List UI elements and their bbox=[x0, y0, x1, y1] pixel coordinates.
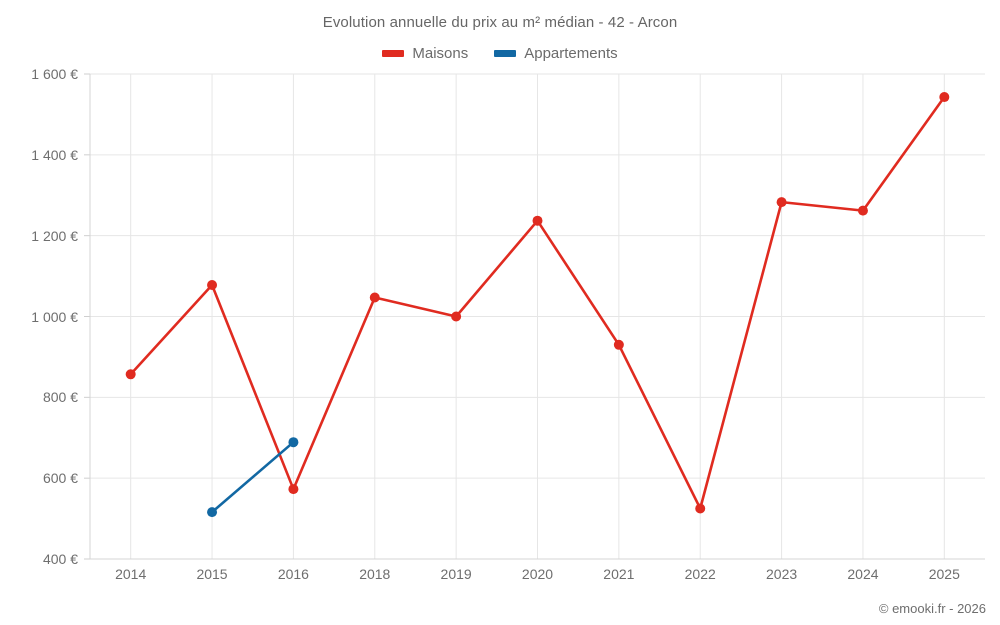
x-axis-tick-label: 2018 bbox=[359, 566, 391, 582]
data-point-marker[interactable] bbox=[613, 339, 624, 350]
data-point-marker[interactable] bbox=[451, 311, 462, 322]
y-axis-tick-label: 1 200 € bbox=[31, 227, 78, 244]
chart-gridlines bbox=[84, 73, 985, 560]
x-axis-tick-label: 2015 bbox=[196, 566, 228, 582]
data-point-marker[interactable] bbox=[288, 437, 299, 448]
x-axis-tick-label: 2016 bbox=[277, 566, 309, 582]
copyright-credit: © emooki.fr - 2026 bbox=[878, 601, 986, 616]
legend-item-maisons[interactable]: Maisons bbox=[382, 45, 468, 62]
x-axis-tick-label: 2021 bbox=[603, 566, 635, 582]
data-point-marker[interactable] bbox=[125, 369, 136, 380]
x-axis-tick-label: 2022 bbox=[684, 566, 716, 582]
x-axis-tick-label: 2023 bbox=[766, 566, 798, 582]
y-axis-tick-label: 1 600 € bbox=[31, 66, 78, 82]
legend-label-appartements: Appartements bbox=[524, 45, 618, 62]
page-title: Evolution annuelle du prix au m² médian … bbox=[322, 14, 678, 31]
y-axis-tick-label: 400 € bbox=[42, 551, 78, 567]
chart-series-points bbox=[125, 92, 950, 518]
y-axis-tick-label: 800 € bbox=[42, 389, 78, 406]
data-point-marker[interactable] bbox=[939, 92, 950, 103]
legend-item-appartements[interactable]: Appartements bbox=[494, 45, 618, 62]
x-axis-tick-label: 2020 bbox=[521, 566, 554, 582]
x-axis-tick-label: 2024 bbox=[847, 566, 879, 582]
x-axis-tick-label: 2014 bbox=[115, 566, 147, 582]
data-point-marker[interactable] bbox=[207, 507, 218, 518]
x-axis-tick-label: 2019 bbox=[440, 566, 472, 582]
y-axis-tick-label: 1 000 € bbox=[31, 308, 78, 325]
data-point-marker[interactable] bbox=[857, 205, 868, 216]
x-axis-tick-label: 2025 bbox=[928, 566, 960, 582]
data-point-marker[interactable] bbox=[532, 215, 543, 226]
data-point-marker[interactable] bbox=[369, 292, 380, 303]
y-axis-tick-label: 1 400 € bbox=[31, 146, 78, 163]
legend-swatch-maisons bbox=[382, 50, 405, 57]
series-line-appartements bbox=[210, 440, 295, 514]
chart-legend: Maisons Appartements bbox=[0, 45, 1000, 62]
legend-label-maisons: Maisons bbox=[412, 45, 469, 62]
data-point-marker[interactable] bbox=[776, 197, 787, 208]
chart-axis-lines bbox=[89, 74, 985, 560]
data-point-marker[interactable] bbox=[207, 279, 218, 290]
data-point-marker[interactable] bbox=[695, 503, 706, 514]
legend-swatch-appartements bbox=[494, 50, 517, 57]
data-point-marker[interactable] bbox=[288, 484, 299, 495]
y-axis-tick-label: 600 € bbox=[42, 470, 78, 487]
